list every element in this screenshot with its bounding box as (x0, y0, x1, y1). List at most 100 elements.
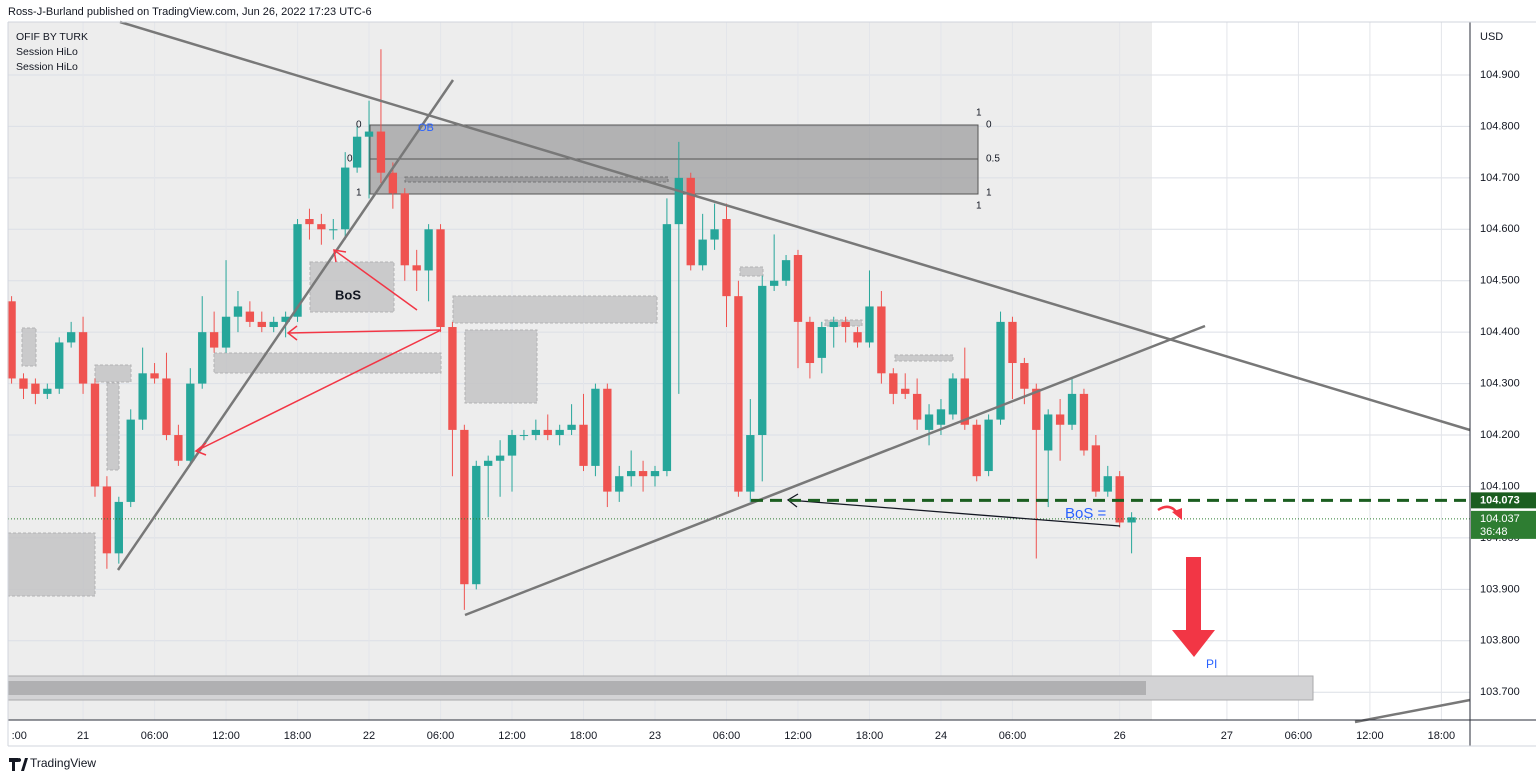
candle-body (126, 419, 135, 502)
zone (94, 364, 132, 383)
annotation: PI (1206, 657, 1217, 671)
zone (213, 352, 442, 374)
candle-body (329, 229, 338, 231)
candle-body (436, 229, 445, 328)
y-axis-label: USD (1480, 31, 1503, 43)
y-tick-label: 104.600 (1480, 223, 1520, 235)
axes: 103.700103.800103.900104.000104.100104.2… (12, 69, 1536, 742)
x-tick-label: 06:00 (427, 730, 455, 742)
candle-body (388, 172, 398, 194)
candle-body (912, 393, 922, 420)
candle-body (615, 476, 624, 492)
level-label: 104.073 (1480, 494, 1520, 506)
candle-body (865, 306, 874, 343)
y-tick-label: 104.400 (1480, 326, 1520, 338)
candle-body (78, 332, 88, 384)
candle-body (186, 383, 195, 461)
candle-body (507, 435, 517, 456)
y-tick-label: 104.500 (1480, 275, 1520, 287)
candles (7, 49, 1470, 610)
arrow-head (286, 325, 298, 341)
arrow-head (786, 493, 799, 508)
trend-line (464, 324, 1206, 617)
x-tick-label: 06:00 (1285, 730, 1313, 742)
candle-body (90, 383, 100, 487)
arrow (287, 329, 442, 334)
candle-body (841, 321, 850, 328)
candle-body (555, 429, 564, 436)
y-tick-label: 103.900 (1480, 583, 1520, 595)
drawings: BoS BoS = OB PI 1 0 0.5 1 1 0 0 1 (116, 20, 1471, 724)
x-tick-label: 24 (935, 730, 947, 742)
x-tick-label: 12:00 (784, 730, 812, 742)
candle-body (1091, 445, 1101, 492)
candle-body (877, 306, 886, 374)
candle-body (591, 388, 600, 466)
zone (7, 532, 96, 597)
candle-body (543, 429, 552, 436)
candle-body (43, 388, 52, 394)
candle-body (424, 229, 433, 271)
candle-body (114, 501, 123, 554)
x-tick-label: 18:00 (570, 730, 598, 742)
candle-body (603, 388, 612, 492)
fib-label: 0 (986, 120, 992, 131)
candle-body (817, 327, 826, 358)
candle-body (209, 332, 219, 348)
candle-body (805, 321, 815, 364)
trend-line (1354, 698, 1471, 724)
arrow-head (1172, 508, 1182, 520)
candle-body (948, 378, 958, 415)
down-arrow (1186, 557, 1201, 632)
candle-body (746, 435, 755, 492)
candle-body (638, 471, 648, 477)
candle-body (221, 316, 231, 348)
candle-body (7, 301, 16, 379)
zone (404, 176, 669, 183)
candle-body (233, 306, 243, 317)
candle-body (698, 239, 707, 266)
y-tick-label: 104.300 (1480, 378, 1520, 390)
candle-body (936, 409, 946, 425)
candle-body (1103, 476, 1112, 492)
candle-body (198, 332, 207, 384)
zone (464, 329, 538, 404)
candle-body (495, 455, 505, 461)
candle-body (460, 429, 469, 585)
candle-body (1127, 517, 1136, 523)
candle-body (972, 424, 981, 477)
candle-body (138, 373, 147, 420)
x-tick-label: 06:00 (999, 730, 1027, 742)
x-tick-label: 06:00 (713, 730, 741, 742)
annotation: BoS = (1065, 505, 1107, 522)
candle-body (889, 373, 898, 394)
zone (739, 266, 764, 277)
candle-body (710, 229, 719, 240)
last-price-label: 104.037 (1480, 513, 1520, 525)
candle-body (1008, 321, 1017, 364)
candle-body (734, 296, 743, 492)
candle-body (1055, 414, 1065, 425)
down-arrow-head (1172, 630, 1215, 657)
candle-body (579, 424, 588, 466)
price-axis (1470, 22, 1536, 720)
candle-body (960, 378, 969, 425)
x-tick-label: 12:00 (212, 730, 240, 742)
annotation: OB (418, 122, 434, 134)
fib-label: 1 (356, 188, 362, 199)
candle-body (674, 177, 683, 225)
candle-body (150, 373, 159, 379)
last-price-box (1471, 510, 1536, 539)
candle-body (305, 219, 314, 225)
x-tick-label: 12:00 (1356, 730, 1384, 742)
x-tick-label: 06:00 (141, 730, 169, 742)
fib-label: 1 (976, 201, 982, 212)
zone (21, 327, 37, 367)
candle-body (31, 383, 40, 394)
candle-body (567, 424, 576, 430)
candle-body (853, 332, 862, 343)
header: Ross-J-Burland published on TradingView.… (8, 6, 372, 18)
candle-body (257, 321, 266, 328)
zone (106, 382, 120, 471)
candle-body (55, 342, 64, 389)
